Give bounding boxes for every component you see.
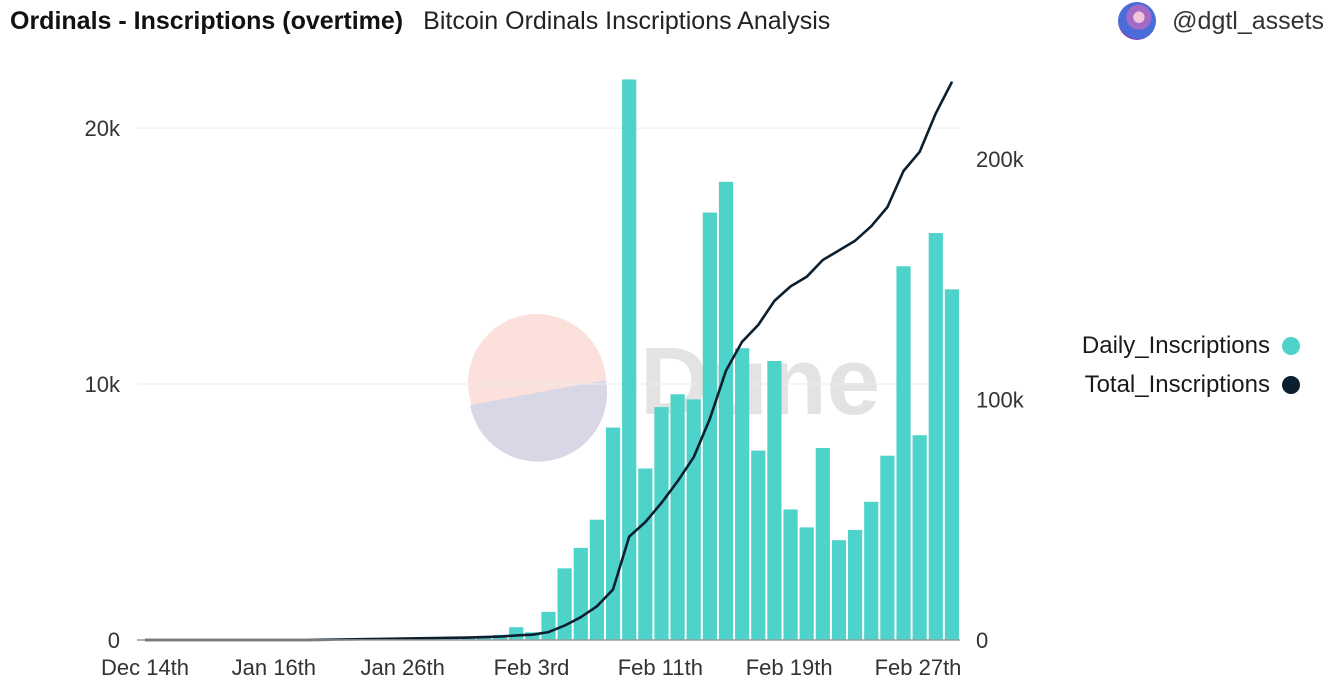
bar-daily-inscriptions: [476, 636, 492, 640]
legend-dot-total: [1282, 375, 1300, 394]
bar-daily-inscriptions: [557, 568, 572, 640]
bar-daily-inscriptions: [880, 455, 895, 640]
gridlines: [137, 127, 960, 385]
axes: 0 10k 20k 0 100k 200k Dec 14th Jan 16th Jan 26th…: [85, 116, 1025, 680]
point-total-inscriptions: [386, 637, 388, 640]
legend-dot-daily: [1282, 336, 1300, 355]
bar-daily-inscriptions: [815, 448, 830, 640]
x-tick-label: Feb 11th: [618, 655, 703, 680]
legend-item-daily[interactable]: Daily_Inscriptions: [1060, 326, 1300, 365]
y-left-tick-label: 0: [108, 628, 120, 653]
point-total-inscriptions: [822, 259, 824, 261]
point-total-inscriptions: [418, 637, 421, 640]
point-total-inscriptions: [676, 480, 679, 483]
point-total-inscriptions: [951, 81, 953, 83]
bar-daily-inscriptions: [718, 181, 734, 640]
point-total-inscriptions: [789, 285, 792, 288]
bar-daily-inscriptions: [654, 407, 669, 640]
point-total-inscriptions: [434, 637, 437, 639]
bar-daily-inscriptions: [767, 361, 782, 640]
x-tick-label: Feb 19th: [746, 655, 833, 680]
point-total-inscriptions: [838, 249, 840, 252]
point-total-inscriptions: [870, 225, 873, 228]
legend: Daily_Inscriptions Total_Inscriptions: [1060, 326, 1300, 404]
point-total-inscriptions: [660, 502, 663, 504]
point-total-inscriptions: [499, 635, 501, 638]
author-badge[interactable]: @dgtl_assets: [1118, 2, 1324, 40]
x-tick-label: Dec 14th: [101, 655, 189, 680]
y-right-tick-label: 100k: [976, 387, 1025, 412]
bar-daily-inscriptions: [783, 509, 798, 640]
dune-watermark: Dune: [468, 314, 880, 462]
point-total-inscriptions: [563, 624, 566, 627]
point-total-inscriptions: [934, 112, 937, 115]
bar-daily-inscriptions: [831, 540, 847, 640]
chart-title: Ordinals - Inscriptions (overtime): [10, 6, 404, 35]
bar-daily-inscriptions: [541, 611, 556, 640]
point-total-inscriptions: [467, 636, 469, 639]
avatar[interactable]: [1118, 2, 1157, 40]
bar-daily-inscriptions: [525, 632, 540, 640]
y-right-tick-label: 0: [976, 628, 988, 653]
legend-label-daily: Daily_Inscriptions: [1081, 331, 1270, 359]
point-total-inscriptions: [483, 636, 485, 638]
legend-item-total[interactable]: Total_Inscriptions: [1060, 365, 1300, 404]
bar-daily-inscriptions: [605, 427, 621, 640]
bar-daily-inscriptions: [864, 501, 879, 640]
point-total-inscriptions: [854, 239, 856, 242]
point-total-inscriptions: [515, 634, 518, 637]
bar-daily-inscriptions: [735, 348, 750, 640]
point-total-inscriptions: [547, 631, 550, 633]
bar-daily-inscriptions: [622, 79, 637, 640]
watermark-circle-bottom: [470, 380, 608, 462]
y-left-tick-label: 20k: [85, 116, 121, 141]
point-total-inscriptions: [402, 637, 405, 640]
point-total-inscriptions: [918, 150, 921, 153]
point-total-inscriptions: [773, 300, 776, 302]
point-total-inscriptions: [709, 417, 711, 420]
bar-daily-inscriptions: [589, 519, 605, 640]
bar-daily-inscriptions: [573, 547, 588, 640]
bar-daily-inscriptions: [944, 289, 960, 640]
point-total-inscriptions: [902, 170, 905, 172]
point-total-inscriptions: [612, 588, 614, 591]
bar-daily-inscriptions: [509, 627, 524, 640]
y-left-tick-label: 10k: [85, 372, 121, 397]
point-total-inscriptions: [741, 340, 743, 343]
bar-daily-inscriptions: [896, 266, 911, 640]
y-right-tick-label: 200k: [976, 147, 1025, 172]
point-total-inscriptions: [886, 206, 889, 208]
bar-daily-inscriptions: [751, 450, 766, 640]
point-total-inscriptions: [692, 456, 695, 459]
x-tick-label: Feb 27th: [875, 655, 962, 680]
x-tick-label: Jan 26th: [360, 655, 444, 680]
point-total-inscriptions: [757, 324, 760, 326]
point-total-inscriptions: [596, 605, 598, 608]
point-total-inscriptions: [644, 521, 647, 523]
chart-subtitle: Bitcoin Ordinals Inscriptions Analysis: [423, 6, 831, 35]
point-total-inscriptions: [450, 637, 453, 639]
chart-header: Ordinals - Inscriptions (overtime) Bitco…: [10, 4, 830, 38]
bar-daily-inscriptions: [848, 529, 863, 640]
bar-daily-inscriptions: [702, 212, 717, 640]
bar-daily-inscriptions: [638, 468, 653, 640]
x-tick-label: Feb 3rd: [494, 655, 570, 680]
author-name[interactable]: @dgtl_assets: [1172, 6, 1324, 35]
bar-daily-inscriptions: [799, 527, 814, 640]
point-total-inscriptions: [805, 276, 808, 278]
legend-label-total: Total_Inscriptions: [1084, 370, 1270, 398]
daily-inscriptions-bars: [137, 79, 960, 641]
bar-daily-inscriptions: [670, 394, 685, 640]
bar-daily-inscriptions: [928, 233, 943, 640]
bar-daily-inscriptions: [460, 637, 475, 640]
point-total-inscriptions: [725, 369, 727, 372]
bar-daily-inscriptions: [912, 435, 927, 640]
bar-daily-inscriptions: [686, 399, 701, 640]
point-total-inscriptions: [579, 616, 582, 618]
point-total-inscriptions: [628, 535, 630, 538]
point-total-inscriptions: [531, 633, 534, 636]
x-tick-label: Jan 16th: [232, 655, 316, 680]
